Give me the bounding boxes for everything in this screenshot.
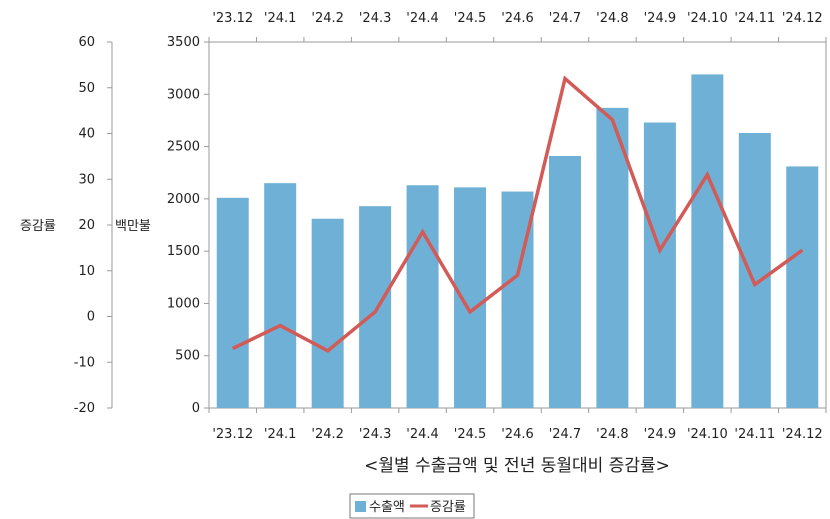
line-series (231, 75, 804, 353)
bottom-tick-label: '24.8 (596, 427, 629, 442)
legend-bar-swatch (355, 501, 366, 512)
top-tick-label: '24.2 (311, 11, 344, 26)
bar-10 (691, 74, 724, 408)
bar-tick-label: 3000 (167, 87, 200, 102)
line-tick-label: 50 (78, 81, 95, 96)
line-tick-label: -10 (74, 355, 95, 370)
top-tick-label: '24.10 (687, 11, 728, 26)
top-tick-label: '24.6 (501, 11, 534, 26)
bottom-tick-label: '24.2 (311, 427, 344, 442)
top-tick-label: '24.1 (264, 11, 297, 26)
bar-tick-label: 1000 (167, 296, 200, 311)
bar-tick-label: 3500 (167, 35, 200, 50)
line-tick-label: 20 (78, 218, 95, 233)
bottom-tick-label: '24.12 (782, 427, 823, 442)
bottom-tick-label: '24.4 (406, 427, 439, 442)
bar-5 (454, 187, 487, 408)
top-tick-label: '24.3 (359, 11, 392, 26)
top-tick-label: '23.12 (212, 11, 253, 26)
legend-line-label: 증감률 (430, 500, 466, 515)
bars (216, 74, 819, 409)
bottom-tick-label: '24.3 (359, 427, 392, 442)
bar-7 (548, 155, 581, 408)
bottom-axis: '23.12 '24.1 '24.2 '24.3 '24.4 '24.5 '24.6 '24.… (208, 408, 827, 442)
bottom-tick-label: '24.5 (454, 427, 487, 442)
bar-2 (311, 218, 344, 408)
bar-tick-label: 500 (175, 349, 200, 364)
bar-3 (359, 206, 392, 408)
line-tick-label: -20 (74, 401, 95, 416)
bar-4 (406, 185, 439, 408)
bottom-tick-label: '24.9 (644, 427, 677, 442)
top-tick-label: '24.12 (782, 11, 823, 26)
bottom-tick-label: '24.1 (264, 427, 297, 442)
bar-tick-label: 1500 (167, 244, 200, 259)
line-tick-label: 10 (78, 264, 95, 279)
bar-axis: 0 500 1000 1500 2000 2500 3000 3500 (167, 35, 209, 416)
top-tick-label: '24.8 (596, 11, 629, 26)
top-tick-label: '24.7 (549, 11, 582, 26)
bottom-tick-label: '24.11 (734, 427, 775, 442)
bar-axis-label: 백만불 (115, 219, 151, 234)
top-tick-label: '24.4 (406, 11, 439, 26)
top-tick-label: '24.11 (734, 11, 775, 26)
top-tick-label: '24.5 (454, 11, 487, 26)
line-axis-label: 증감률 (20, 219, 56, 234)
top-tick-label: '24.9 (644, 11, 677, 26)
legend: 수출액 증감률 (349, 493, 475, 519)
line-axis: -20 -10 0 10 20 30 40 50 60 (74, 35, 112, 416)
bar-9 (643, 122, 676, 409)
top-axis: '23.12 '24.1 '24.2 '24.3 '24.4 '24.5 '24.6 '24.… (208, 11, 827, 42)
plot-area (111, 41, 827, 409)
bar-0 (216, 197, 249, 408)
bar-tick-label: 2500 (167, 140, 200, 155)
line-tick-label: 30 (78, 172, 95, 187)
bar-1 (264, 183, 297, 408)
line-tick-label: 0 (87, 310, 95, 325)
bar-12 (786, 166, 819, 408)
chart-title: <월별 수출금액 및 전년 동월대비 증감률> (364, 456, 670, 476)
bar-11 (738, 132, 771, 408)
bar-tick-label: 2000 (167, 192, 200, 207)
legend-bar-label: 수출액 (369, 500, 405, 515)
bottom-tick-label: '24.7 (549, 427, 582, 442)
line-tick-label: 40 (78, 127, 95, 142)
bottom-tick-label: '24.6 (501, 427, 534, 442)
bottom-tick-label: '23.12 (212, 427, 253, 442)
bar-8 (596, 107, 629, 408)
line-tick-label: 60 (78, 35, 95, 50)
bottom-tick-label: '24.10 (687, 427, 728, 442)
bar-tick-label: 0 (192, 401, 200, 416)
